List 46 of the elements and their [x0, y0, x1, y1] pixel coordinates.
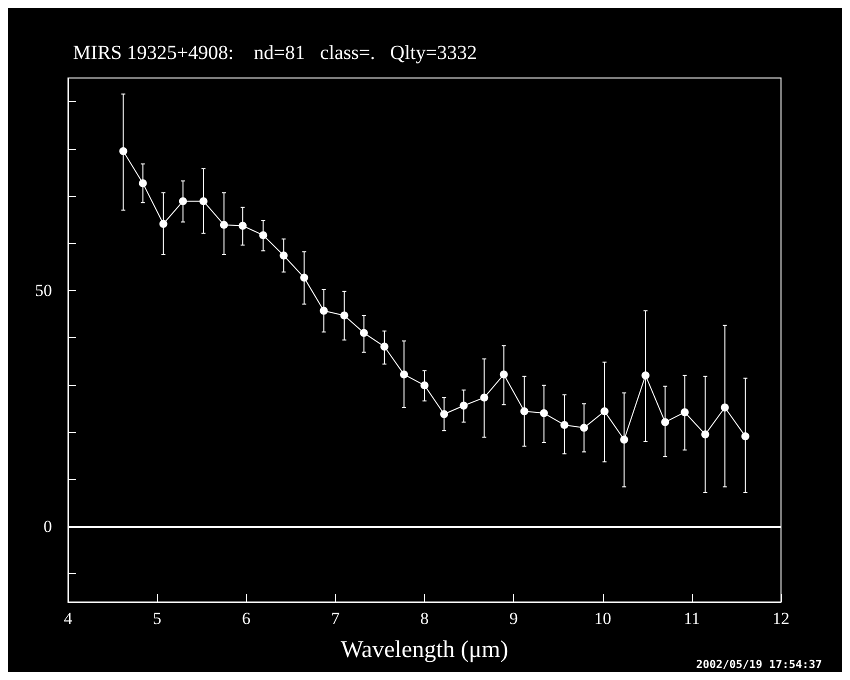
text: 2002/05/19 17:54:37 — [696, 658, 822, 671]
x-tick-label: 4 — [64, 609, 73, 628]
x-tick-label: 11 — [684, 609, 700, 628]
point — [741, 432, 750, 440]
x-tick-label: 7 — [331, 609, 340, 628]
point — [199, 197, 208, 206]
point — [720, 404, 729, 412]
point — [340, 311, 348, 320]
point — [460, 402, 468, 410]
point — [320, 306, 328, 315]
point — [400, 370, 408, 378]
point — [620, 436, 628, 444]
point — [178, 197, 187, 206]
point — [560, 420, 568, 429]
point — [300, 274, 308, 282]
point — [701, 430, 710, 438]
point — [159, 220, 168, 228]
point — [520, 407, 528, 416]
y-tick-label: 0 — [44, 516, 52, 536]
point — [540, 409, 548, 418]
point — [259, 231, 268, 240]
point — [360, 328, 368, 337]
point — [661, 418, 670, 426]
point — [680, 408, 689, 416]
x-tick-label: 5 — [152, 609, 162, 628]
point — [600, 407, 609, 416]
x-tick-label: 8 — [420, 609, 429, 628]
chart-title: MIRS 19325+4908: nd=81 class=. Qlty=3332 — [73, 42, 478, 64]
point — [580, 424, 588, 432]
x-tick-label: 9 — [509, 609, 518, 628]
point — [138, 179, 147, 188]
point — [642, 371, 650, 380]
point — [119, 147, 128, 156]
x-tick-label: 6 — [242, 609, 250, 628]
x-tick-label: 10 — [594, 609, 612, 628]
point — [480, 394, 488, 402]
point — [220, 220, 228, 229]
x-tick-label: 12 — [772, 609, 790, 628]
point — [420, 381, 428, 390]
point — [280, 252, 288, 260]
point — [380, 342, 388, 351]
point — [440, 410, 448, 418]
point — [238, 222, 247, 230]
y-tick-label: 50 — [35, 280, 52, 300]
point — [500, 370, 508, 378]
x-axis-title: Wavelength (μm) — [340, 637, 508, 663]
